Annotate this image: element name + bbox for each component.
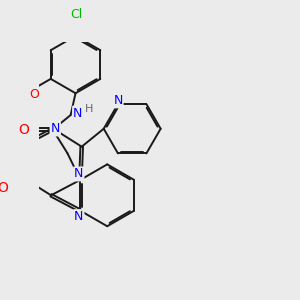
- Text: Cl: Cl: [70, 8, 82, 21]
- Text: N: N: [73, 106, 83, 120]
- Text: O: O: [0, 182, 8, 196]
- Text: O: O: [29, 88, 39, 101]
- Text: N: N: [113, 94, 123, 107]
- Text: O: O: [18, 123, 29, 137]
- Text: N: N: [74, 210, 83, 223]
- Text: H: H: [85, 104, 93, 114]
- Text: N: N: [51, 122, 60, 135]
- Text: N: N: [74, 167, 83, 181]
